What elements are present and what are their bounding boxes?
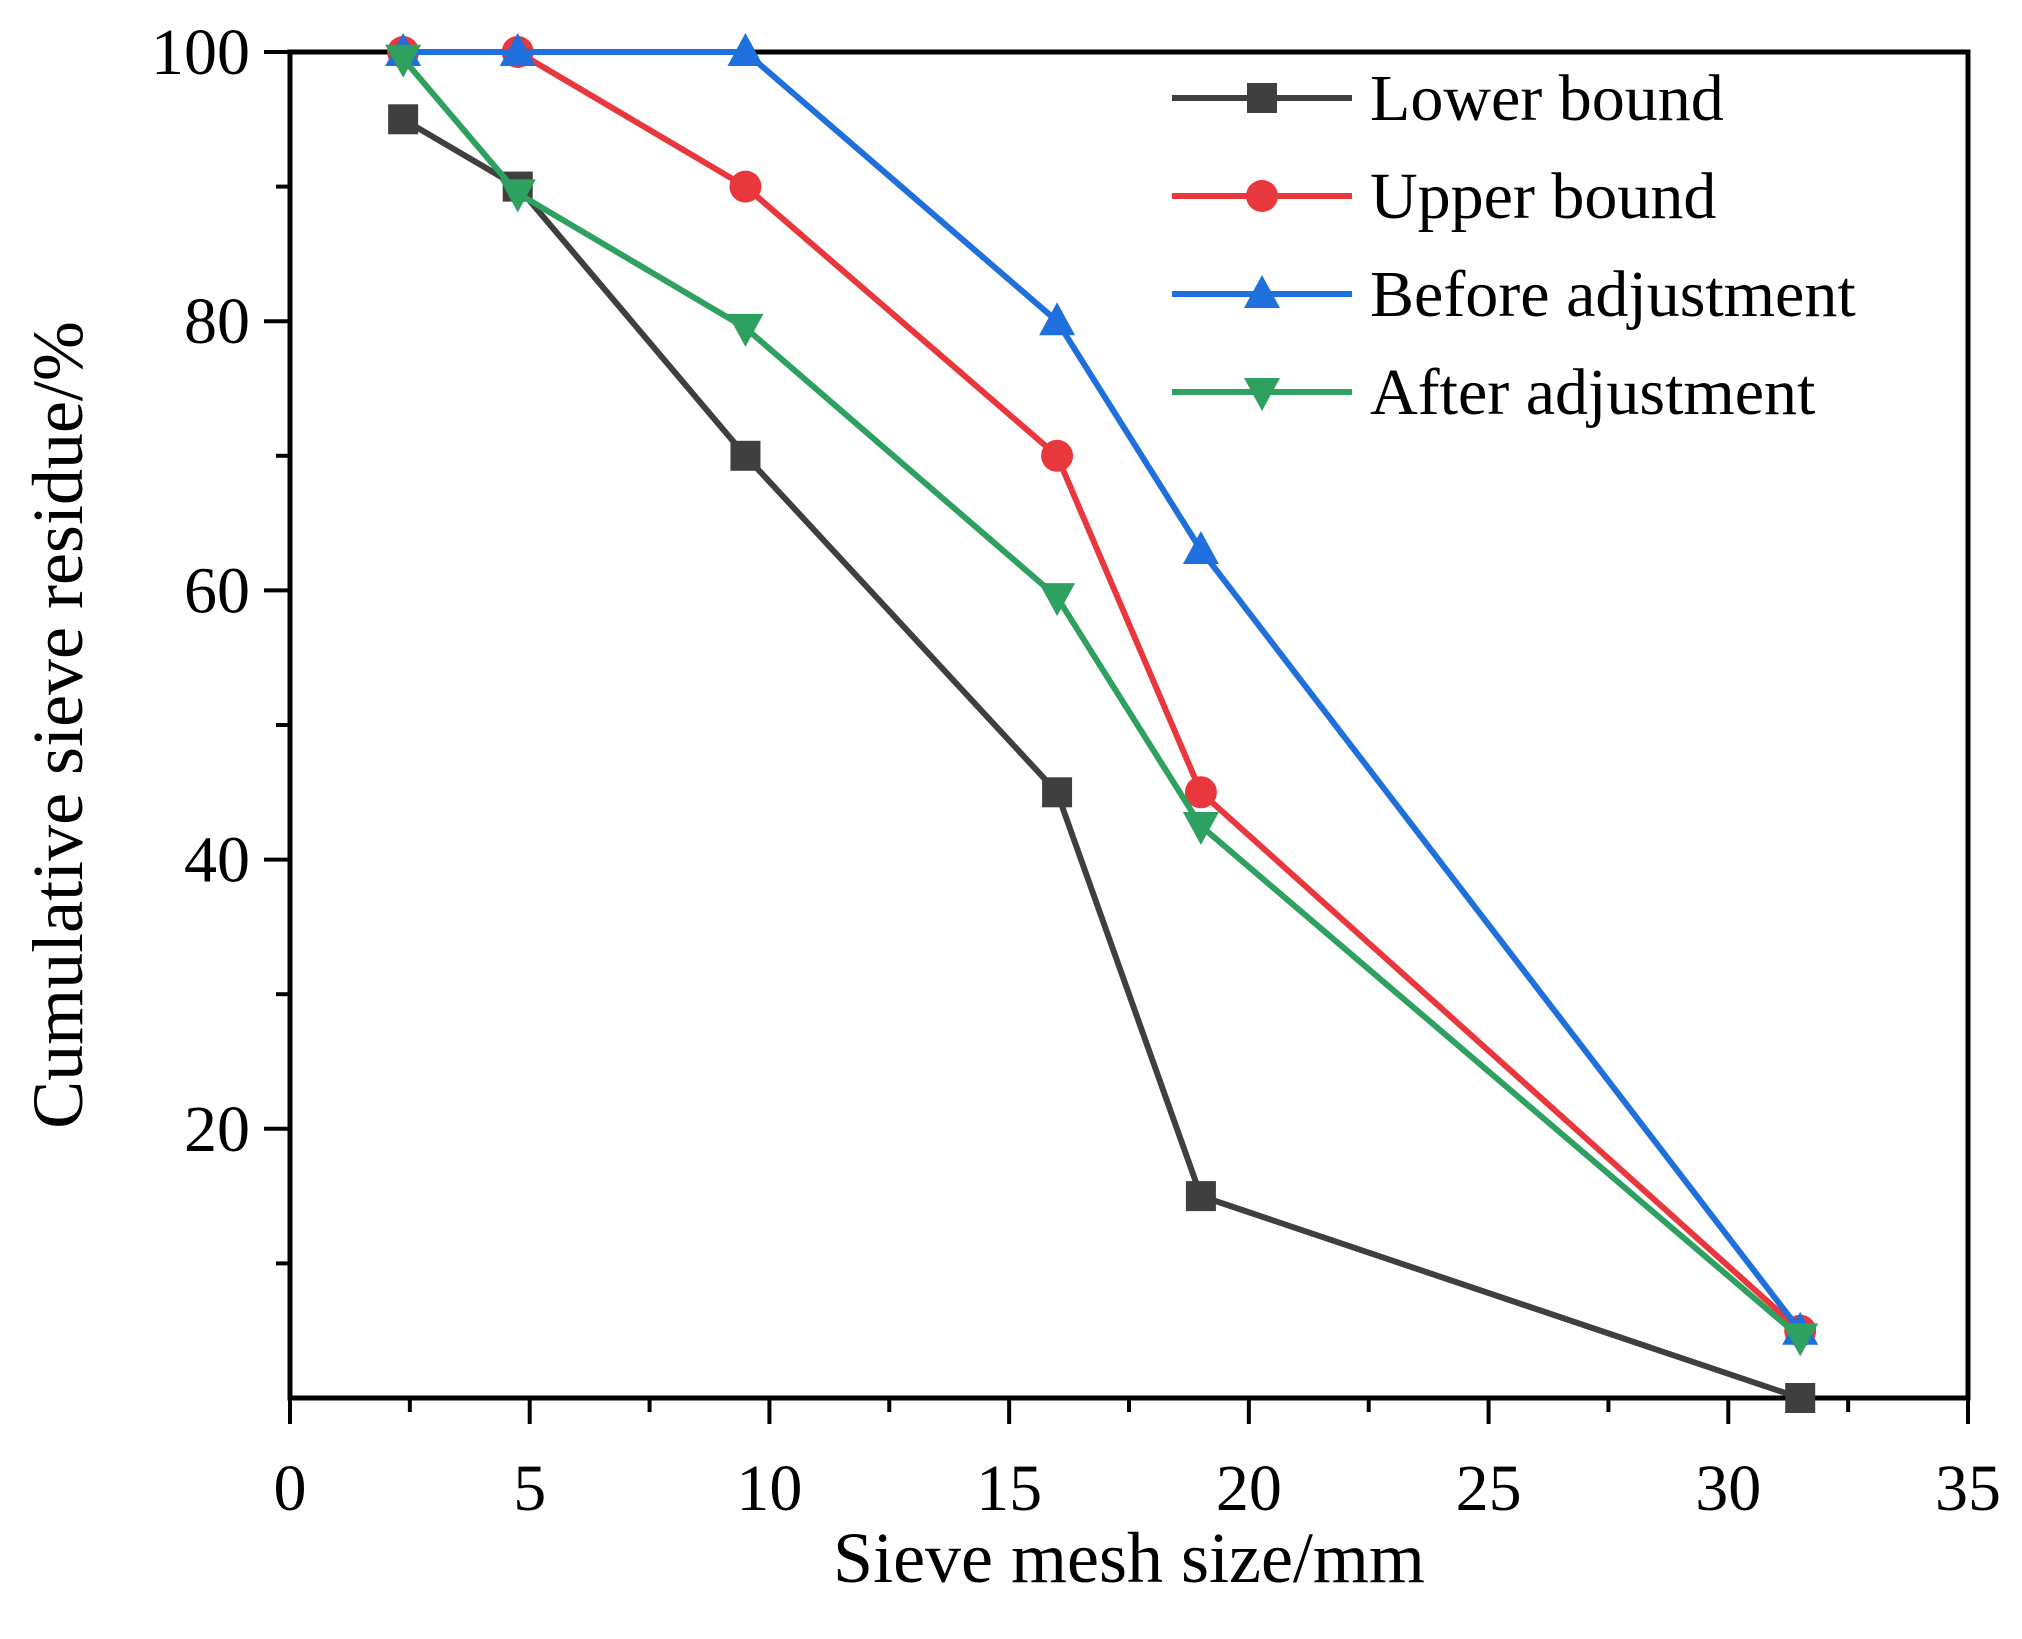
x-tick-label: 10 [736, 1452, 802, 1525]
legend-item: Lower bound [1172, 62, 1724, 135]
data-point [729, 170, 762, 203]
data-point [1039, 302, 1076, 336]
data-point [1785, 1383, 1816, 1413]
data-point [1185, 1181, 1216, 1212]
y-tick-label: 40 [184, 824, 250, 897]
data-point [727, 313, 764, 347]
legend-marker [1244, 275, 1280, 308]
x-tick-label: 5 [513, 1452, 546, 1525]
legend-label: Upper bound [1370, 160, 1716, 233]
series-after-adjustment [385, 44, 1819, 1357]
data-point [1042, 777, 1073, 808]
data-point [1041, 439, 1074, 472]
y-tick-label: 100 [151, 16, 250, 89]
legend-marker [1246, 180, 1278, 212]
legend: Lower bound Upper bound Before adjustment A… [1172, 62, 1856, 429]
data-point [730, 440, 761, 471]
data-point [1182, 531, 1219, 565]
legend-marker [1247, 83, 1277, 113]
legend-item: After adjustment [1172, 356, 1815, 429]
series-layer [385, 33, 1819, 1413]
series-line [403, 49, 1803, 1333]
x-tick-label: 25 [1456, 1452, 1522, 1525]
data-point [388, 104, 419, 135]
legend-item: Upper bound [1172, 160, 1716, 233]
data-point [499, 33, 536, 66]
x-axis-title: Sieve mesh size/mm [833, 1518, 1425, 1598]
data-point [1039, 583, 1076, 617]
legend-label: Lower bound [1370, 62, 1724, 135]
y-tick-label: 80 [184, 285, 250, 358]
legend-label: After adjustment [1370, 356, 1815, 429]
x-axis: 0 5 10 15 20 25 30 35 [274, 1398, 2001, 1525]
legend-marker [1244, 378, 1280, 411]
x-tick-label: 0 [274, 1452, 307, 1525]
legend-label: Before adjustment [1370, 258, 1856, 331]
x-tick-label: 20 [1216, 1452, 1282, 1525]
data-point [499, 179, 536, 213]
series-line [400, 56, 1803, 1340]
data-point [385, 44, 422, 78]
x-tick-label: 30 [1695, 1452, 1761, 1525]
plot-frame [287, 49, 1971, 1401]
y-axis-title: Cumulative sieve residue/% [18, 321, 98, 1129]
x-tick-label: 35 [1935, 1452, 2001, 1525]
y-tick-label: 20 [184, 1093, 250, 1166]
x-tick-label: 15 [976, 1452, 1042, 1525]
legend-item: Before adjustment [1172, 258, 1856, 331]
y-tick-label: 60 [184, 554, 250, 627]
data-point [727, 33, 764, 66]
y-axis: 20 40 60 80 100 [151, 16, 290, 1266]
series-line [403, 49, 1803, 1333]
data-point [1184, 776, 1217, 809]
data-point [1182, 811, 1219, 845]
data-point [1782, 1323, 1819, 1357]
